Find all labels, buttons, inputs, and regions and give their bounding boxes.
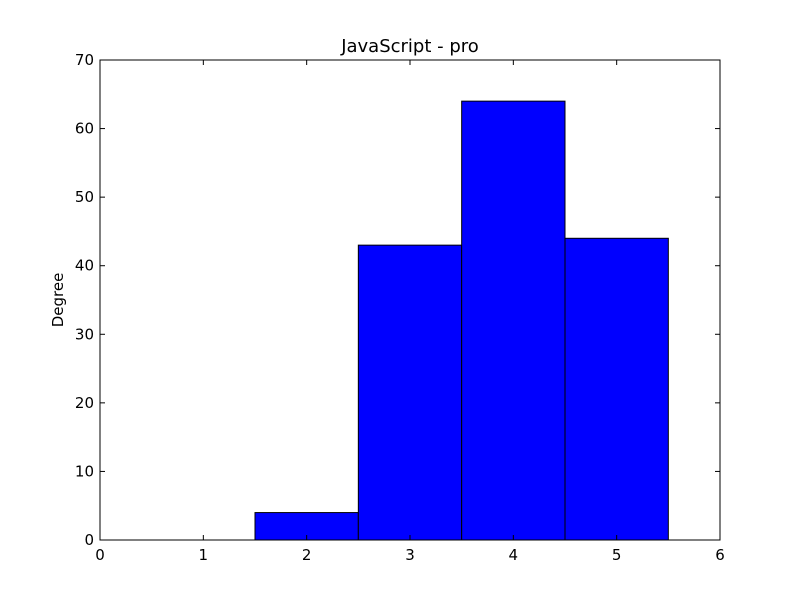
bars-layer bbox=[254, 100, 669, 541]
y-tick-label: 30 bbox=[75, 325, 94, 343]
x-tick-label: 4 bbox=[509, 546, 519, 564]
bar-4 bbox=[461, 100, 566, 541]
y-tick-label: 40 bbox=[75, 257, 94, 275]
plot-frame bbox=[99, 59, 721, 541]
x-tick-label: 2 bbox=[302, 546, 312, 564]
y-axis-label: Degree bbox=[49, 273, 67, 328]
bar-3 bbox=[357, 244, 463, 541]
bar-5 bbox=[564, 237, 669, 541]
x-tick-label: 0 bbox=[95, 546, 105, 564]
chart-title: JavaScript - pro bbox=[340, 36, 479, 57]
y-tick-label: 50 bbox=[75, 188, 94, 206]
x-tick-label: 1 bbox=[199, 546, 209, 564]
y-tick-label: 0 bbox=[84, 531, 94, 549]
y-tick-label: 70 bbox=[75, 51, 94, 69]
y-tick-label: 10 bbox=[75, 462, 94, 480]
x-tick-label: 5 bbox=[612, 546, 622, 564]
y-tick-label: 20 bbox=[75, 394, 94, 412]
y-tick-label: 60 bbox=[75, 120, 94, 138]
x-tick-label: 6 bbox=[715, 546, 725, 564]
x-tick-label: 3 bbox=[405, 546, 415, 564]
